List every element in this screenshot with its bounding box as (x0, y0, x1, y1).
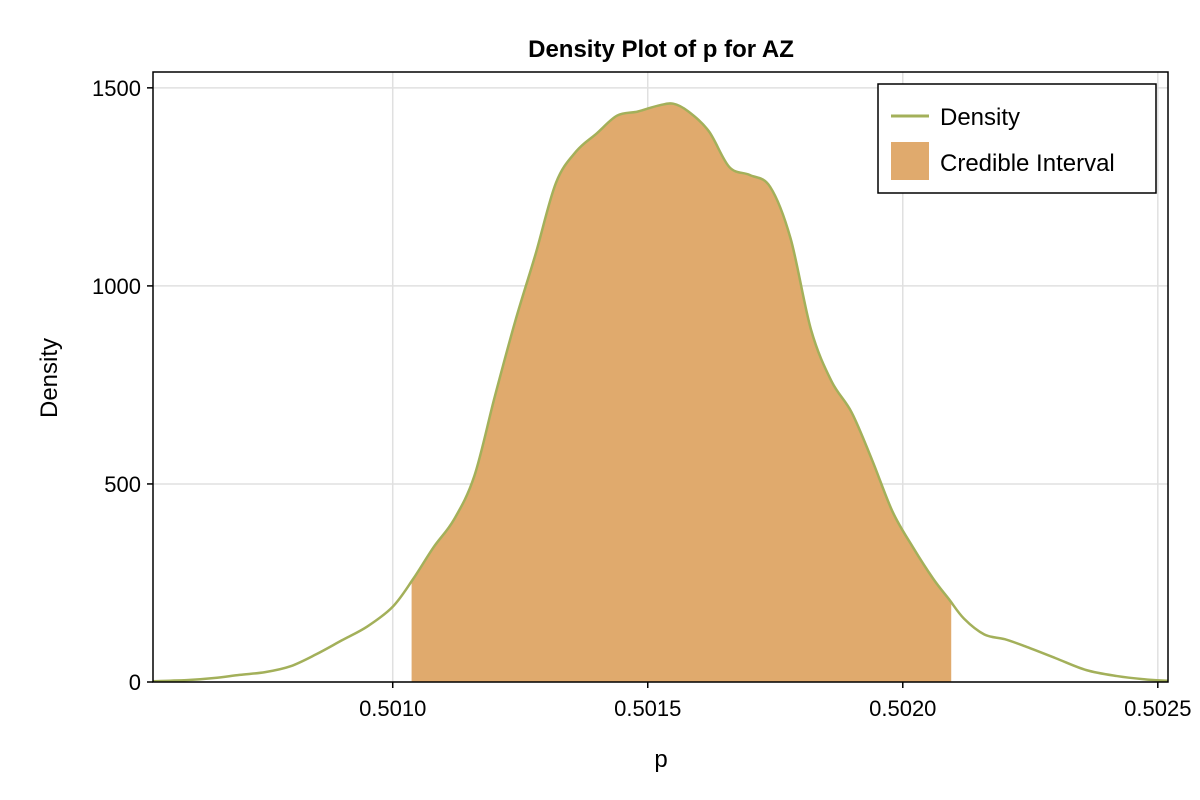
y-tick-label: 1500 (92, 76, 141, 101)
x-axis-ticks: 0.5010 0.5015 0.5020 0.5025 (359, 682, 1191, 721)
plot-frame (152, 71, 1169, 683)
x-tick-label: 0.5010 (359, 696, 426, 721)
x-tick-label: 0.5015 (614, 696, 681, 721)
legend-density-label: Density (940, 104, 1020, 131)
legend: Density Credible Interval (877, 83, 1157, 194)
chart-title: Density Plot of p for AZ (528, 36, 794, 63)
y-tick-label: 1000 (92, 274, 141, 299)
y-axis-label: Density (36, 338, 63, 418)
credible-interval-area (411, 103, 952, 683)
y-tick-label: 500 (104, 472, 141, 497)
y-axis-ticks: 0 500 1000 1500 (92, 76, 153, 695)
x-axis-label: p (654, 746, 667, 773)
legend-credible-interval-label: Credible Interval (940, 150, 1115, 177)
y-tick-label: 0 (129, 670, 141, 695)
x-tick-label: 0.5020 (869, 696, 936, 721)
density-line (152, 102, 1169, 683)
x-tick-label: 0.5025 (1124, 696, 1191, 721)
legend-credible-interval-swatch (891, 142, 929, 180)
